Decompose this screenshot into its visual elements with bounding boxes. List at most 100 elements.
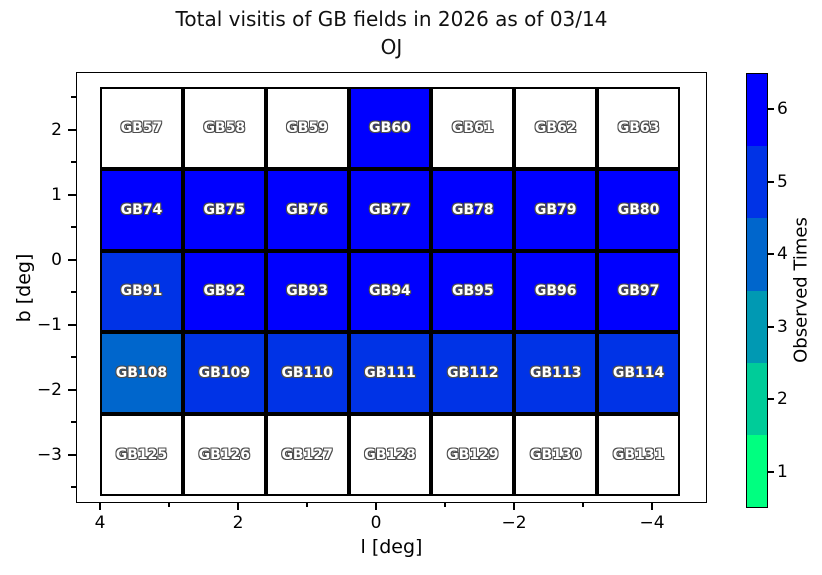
x-tick-label: 4 [94,513,106,533]
y-tick-label: −2 [36,380,62,400]
field-cell-gb79: GB79 [514,168,598,251]
field-cell-gb91: GB91 [100,250,183,333]
x-axis-label: l [deg] [360,536,423,558]
y-tick-label: 0 [51,250,62,270]
field-cell-gb129: GB129 [431,414,515,496]
y-major-tick [68,324,76,326]
field-cell-label: GB63 [617,119,660,136]
field-cell-gb63: GB63 [597,87,680,169]
colorbar-tick-label: 5 [777,172,788,192]
field-cell-label: GB129 [447,447,499,464]
field-cell-gb61: GB61 [431,87,515,169]
field-cell-label: GB79 [534,201,577,218]
field-cell-label: GB77 [369,201,411,218]
field-cell-gb77: GB77 [348,168,432,251]
field-cell-label: GB92 [203,283,246,300]
colorbar-tick-label: 4 [777,244,788,264]
field-cell-gb80: GB80 [597,168,680,251]
field-cell-label: GB58 [203,119,246,136]
field-cell-gb92: GB92 [182,250,266,333]
field-cell-label: GB62 [534,119,577,136]
field-cell-gb74: GB74 [100,168,183,251]
field-cell-label: GB75 [203,201,246,218]
y-tick-label: 2 [51,120,62,140]
field-cell-gb114: GB114 [597,332,680,415]
field-cell-label: GB109 [198,365,250,382]
field-cell-gb110: GB110 [265,332,349,415]
field-cell-label: GB110 [281,365,333,382]
colorbar-tick-label: 1 [777,462,788,482]
field-cell-label: GB130 [530,447,582,464]
y-tick-label: 1 [51,185,62,205]
colorbar-tick [768,326,774,328]
colorbar-band [747,362,767,435]
y-minor-tick [71,356,76,358]
x-tick-label: −2 [501,513,527,533]
y-major-tick [68,259,76,261]
colorbar-tick [768,398,774,400]
y-minor-tick [71,421,76,423]
x-major-tick [375,502,377,510]
colorbar-tick [768,471,774,473]
y-minor-tick [71,96,76,98]
x-minor-tick [168,502,170,507]
field-cell-gb126: GB126 [182,414,266,496]
field-cell-gb93: GB93 [265,250,349,333]
x-tick-label: 2 [232,513,244,533]
field-cell-label: GB95 [452,283,494,300]
field-cell-gb109: GB109 [182,332,266,415]
field-cell-gb125: GB125 [100,414,183,496]
field-cell-label: GB60 [369,119,411,136]
colorbar [746,73,768,508]
field-cell-label: GB78 [452,201,494,218]
field-cell-gb113: GB113 [514,332,598,415]
colorbar-tick-label: 3 [777,317,788,337]
y-axis-label: b [deg] [13,253,35,323]
field-cell-gb59: GB59 [265,87,349,169]
colorbar-tick [768,253,774,255]
field-cell-label: GB96 [534,283,577,300]
field-cell-label: GB57 [120,119,163,136]
x-major-tick [237,502,239,510]
field-cell-gb112: GB112 [431,332,515,415]
field-cell-gb96: GB96 [514,250,598,333]
x-minor-tick [444,502,446,507]
y-minor-tick [71,486,76,488]
x-tick-label: 0 [370,513,382,533]
field-cell-gb97: GB97 [597,250,680,333]
colorbar-tick [768,108,774,110]
field-cell-label: GB128 [364,447,416,464]
field-cell-gb131: GB131 [597,414,680,496]
y-major-tick [68,194,76,196]
chart-title-line1: Total visitis of GB fields in 2026 as of… [175,7,608,31]
field-cell-gb108: GB108 [100,332,183,415]
field-cell-label: GB59 [286,119,328,136]
field-cell-label: GB80 [617,201,660,218]
colorbar-band [747,290,767,363]
y-minor-tick [71,161,76,163]
field-cell-label: GB97 [617,283,660,300]
field-cell-label: GB61 [452,119,494,136]
field-cell-gb76: GB76 [265,168,349,251]
y-tick-label: −1 [36,315,62,335]
field-cell-label: GB114 [612,365,665,382]
field-cell-gb127: GB127 [265,414,349,496]
field-cell-label: GB93 [286,283,328,300]
colorbar-tick-label: 2 [777,389,788,409]
field-cell-label: GB112 [447,365,499,382]
x-minor-tick [306,502,308,507]
field-cell-label: GB131 [612,447,665,464]
chart-title-line2: OJ [380,35,403,59]
colorbar-band [747,218,767,291]
field-cell-label: GB111 [364,365,416,382]
field-cell-gb78: GB78 [431,168,515,251]
colorbar-band [747,434,767,508]
field-cell-label: GB127 [281,447,333,464]
field-cell-gb57: GB57 [100,87,183,169]
field-cell-label: GB126 [198,447,250,464]
field-cell-gb60: GB60 [348,87,432,169]
y-major-tick [68,129,76,131]
field-cell-label: GB94 [369,283,411,300]
field-cell-label: GB108 [115,365,168,382]
